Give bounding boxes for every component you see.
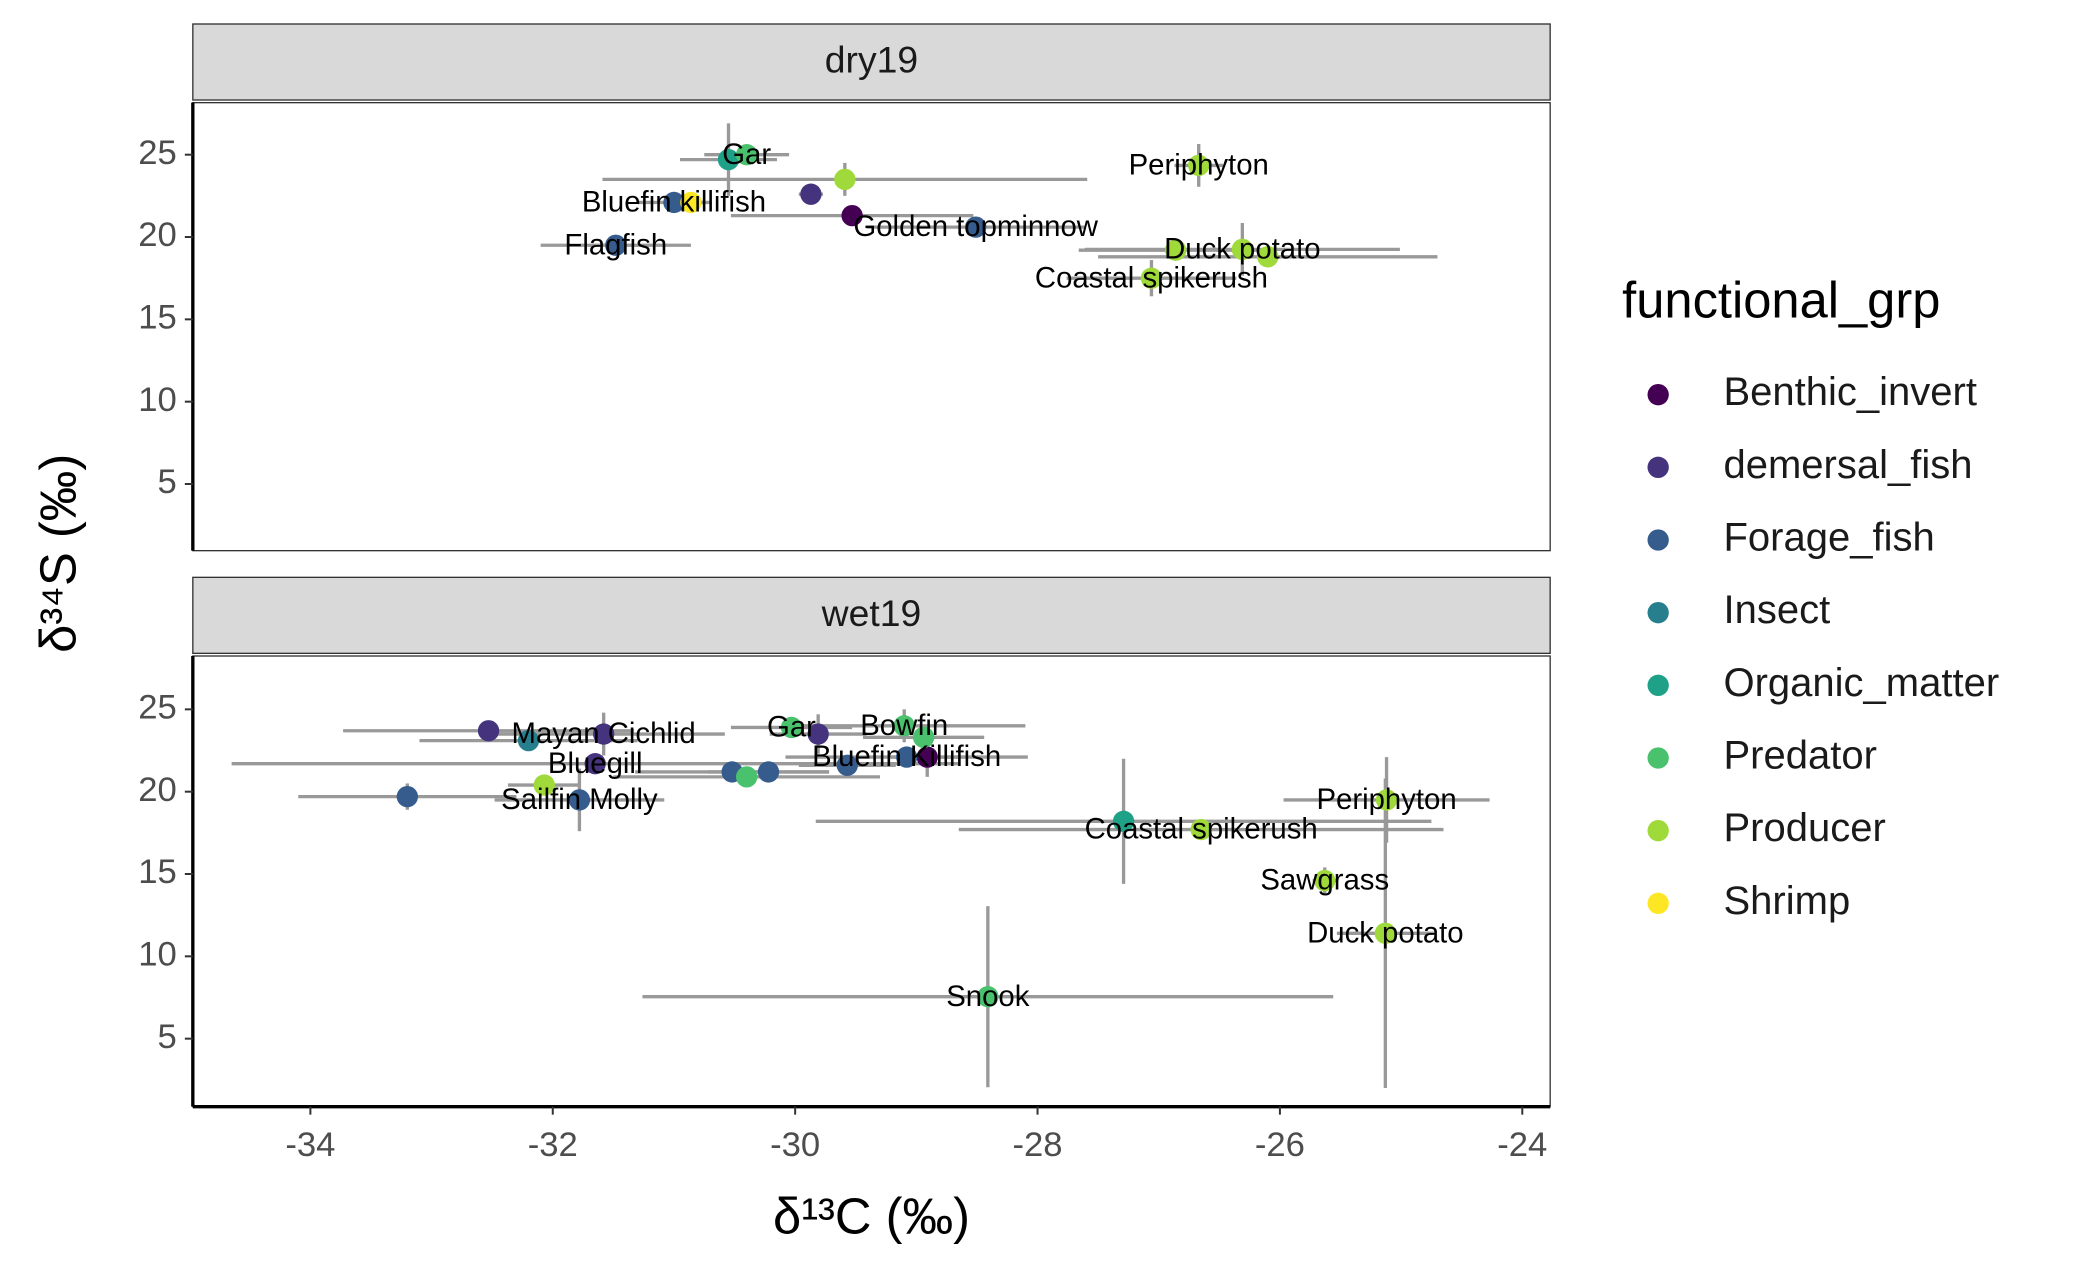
point [1375,789,1398,811]
point-label: Flagfish [564,228,667,261]
legend-title: functional_grp [1622,271,1940,328]
y-axis-title: δ³⁴S (‰) [30,454,87,653]
point [1257,246,1279,268]
point [517,729,540,752]
point-label: Bluefin killifish [582,186,766,219]
y-tick-label: 15 [138,298,177,336]
y-tick-label: 15 [138,853,177,891]
strip [192,23,1551,101]
point [912,726,935,749]
point [836,754,858,776]
legend-label: Predator [1724,734,1877,778]
x-tick-label: -32 [528,1126,578,1164]
x-tick-label: -28 [1012,1126,1062,1164]
point [1140,267,1163,289]
x-tick-label: -34 [285,1126,335,1164]
point-label: Periphyton [1316,783,1456,816]
x-axis-title: δ¹³C (‰) [773,1187,970,1244]
legend-label: Producer [1724,806,1886,850]
point-label: Golden topminnow [853,210,1098,243]
point [1314,869,1336,892]
point [965,216,987,238]
point-label: Snook [946,980,1029,1013]
point [396,785,419,808]
y-tick-label: 20 [138,771,177,809]
point-label: Coastal spikerush [1035,261,1268,294]
point-label: Sailfin Molly [501,783,658,816]
point [807,723,829,745]
panel-title: wet19 [821,592,922,634]
legend-label: demersal_fish [1724,443,1973,487]
point [1190,818,1212,841]
point [1112,810,1135,832]
x-tick-label: -24 [1497,1126,1547,1164]
strip [192,576,1551,654]
legend-label: Insect [1724,588,1831,632]
point [533,774,555,796]
point [916,746,938,768]
point [1231,238,1254,261]
point [663,191,685,214]
point-label: Duck potato [1307,916,1464,949]
point [895,746,918,768]
point [757,761,780,783]
legend-swatch [1647,602,1669,624]
y-tick-label: 10 [138,935,177,973]
point-label: Bluefin Killifish [812,740,1001,773]
point-label: Duck potato [1164,232,1321,265]
panel-border [192,101,1551,552]
point [568,789,591,811]
x-tick-label: -26 [1255,1126,1305,1164]
legend-label: Organic_matter [1724,661,2000,705]
legend-swatch [1647,747,1669,769]
point [584,753,606,775]
y-tick-label: 25 [138,134,177,172]
y-tick-label: 5 [158,1018,177,1056]
point [736,144,758,166]
point-label: Gar [767,711,816,744]
point [780,716,803,739]
legend-swatch [1647,529,1669,551]
point [477,720,500,742]
x-tick-label: -30 [770,1126,820,1164]
point-label: Coastal spikerush [1085,813,1318,846]
point-label: Mayan Cichlid [512,717,696,750]
legend-label: Forage_fish [1724,516,1935,560]
point [736,766,758,788]
point [605,234,627,256]
point-label: Bluegill [548,747,643,780]
legend-swatch [1647,384,1669,406]
point-label: Periphyton [1129,148,1269,181]
point [893,715,915,737]
point [977,986,999,1008]
y-tick-label: 20 [138,216,177,254]
point [1374,922,1397,944]
point [841,204,863,227]
legend-swatch [1647,820,1669,842]
point [800,183,822,205]
y-tick-label: 25 [138,689,177,727]
point [834,168,856,191]
legend-swatch [1647,674,1669,696]
y-tick-label: 5 [158,463,177,501]
point [1188,154,1210,177]
legend-label: Shrimp [1724,879,1851,923]
point-label: Bowfin [860,709,948,742]
y-tick-label: 10 [138,381,177,419]
legend-swatch [1647,456,1669,478]
point-label: Sawgrass [1260,864,1389,897]
legend-swatch [1647,892,1669,914]
point-label: Gar [722,138,771,171]
point [1165,239,1187,261]
point [680,191,702,214]
legend-label: Benthic_invert [1724,370,1977,414]
point [593,723,615,745]
panel-title: dry19 [825,39,918,81]
point [717,148,740,171]
